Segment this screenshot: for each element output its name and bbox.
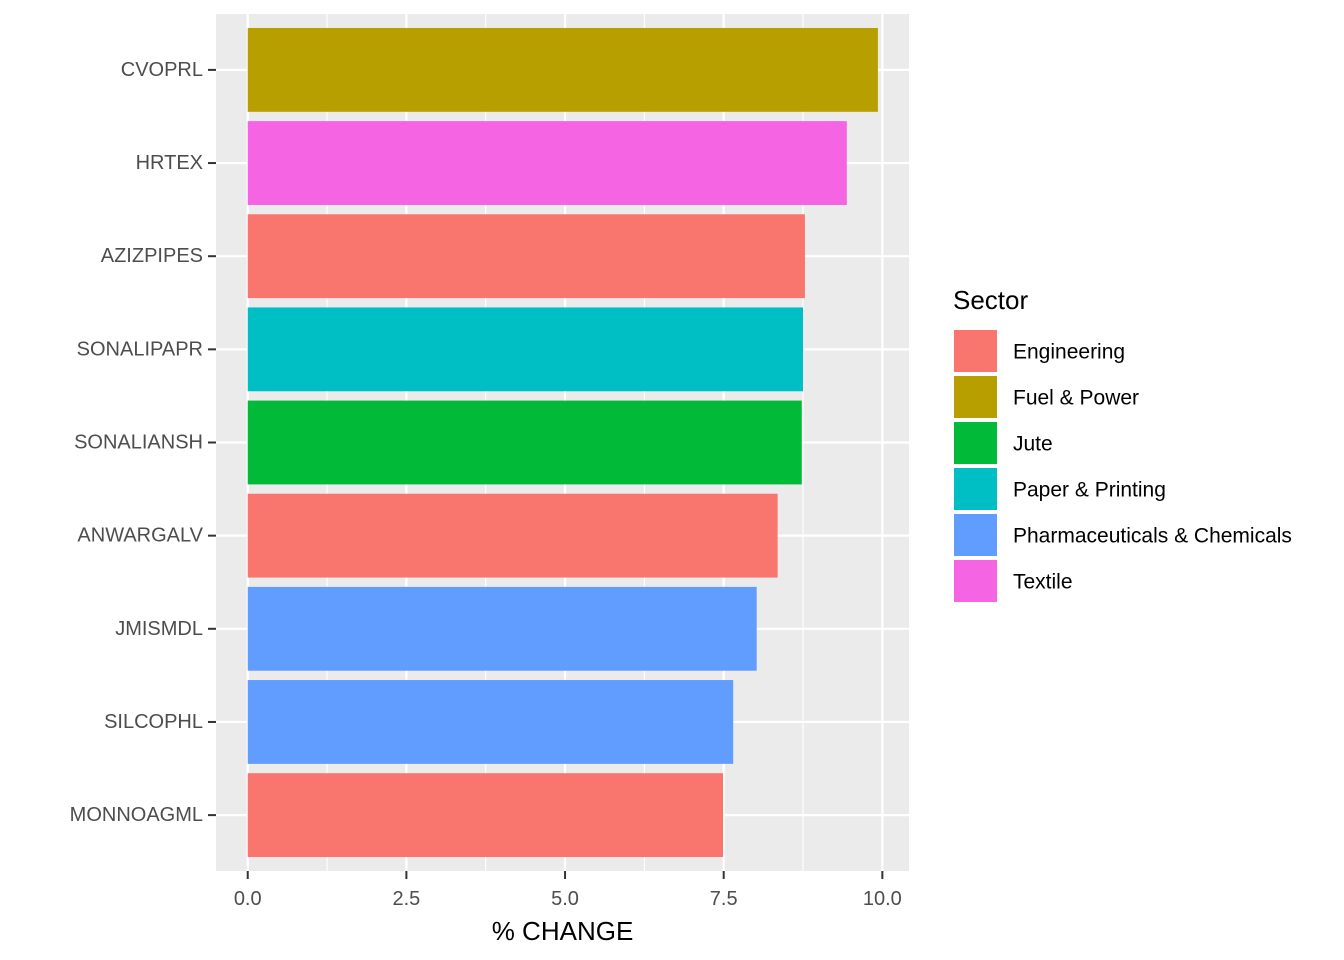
legend-label: Pharmaceuticals & Chemicals xyxy=(1013,525,1292,548)
y-tick-label: CVOPRL xyxy=(121,59,203,81)
legend-label: Jute xyxy=(1013,433,1053,456)
legend-key xyxy=(954,330,997,372)
x-tick-label: 5.0 xyxy=(551,888,579,910)
legend-label: Paper & Printing xyxy=(1013,479,1166,502)
bar-azizpipes xyxy=(247,214,805,299)
y-axis: CVOPRL HRTEX AZIZPIPES SONALIPAPR SONALIANSH… xyxy=(70,59,216,826)
legend-label: Fuel & Power xyxy=(1013,387,1139,410)
legend-key xyxy=(954,560,997,602)
bar-anwargalv xyxy=(247,493,778,578)
legend-label: Engineering xyxy=(1013,341,1125,364)
bar-cvoprl xyxy=(247,27,878,112)
x-tick-label: 2.5 xyxy=(392,888,420,910)
bar-hrtex xyxy=(247,121,847,205)
legend-key xyxy=(954,422,997,464)
bar-monnoagml xyxy=(247,773,724,858)
legend-title: Sector xyxy=(953,285,1028,315)
x-tick-label: 10.0 xyxy=(863,888,902,910)
y-tick-label: AZIZPIPES xyxy=(101,245,203,267)
y-tick-label: HRTEX xyxy=(136,152,203,174)
bar-sonaliansh xyxy=(247,400,802,485)
legend-key xyxy=(954,514,997,556)
x-axis-title: % CHANGE xyxy=(492,916,634,946)
x-axis: 0.0 2.5 5.0 7.5 10.0 xyxy=(234,871,902,910)
y-tick-label: SONALIPAPR xyxy=(77,338,203,360)
bars xyxy=(247,27,878,858)
y-tick-label: SILCOPHL xyxy=(104,711,203,733)
bar-silcophl xyxy=(247,680,734,764)
legend-key xyxy=(954,376,997,418)
y-tick-label: JMISMDL xyxy=(115,618,203,640)
x-tick-label: 7.5 xyxy=(710,888,738,910)
bar-sonalipapr xyxy=(247,307,804,392)
y-tick-label: MONNOAGML xyxy=(70,804,203,826)
legend: Sector Engineering Fuel & Power Jute Paper … xyxy=(953,285,1292,602)
legend-label: Textile xyxy=(1013,571,1073,594)
y-tick-label: ANWARGALV xyxy=(77,525,203,547)
y-tick-label: SONALIANSH xyxy=(74,432,203,454)
bar-jmismdl xyxy=(247,586,757,671)
x-tick-label: 0.0 xyxy=(234,888,262,910)
legend-key xyxy=(954,468,997,510)
